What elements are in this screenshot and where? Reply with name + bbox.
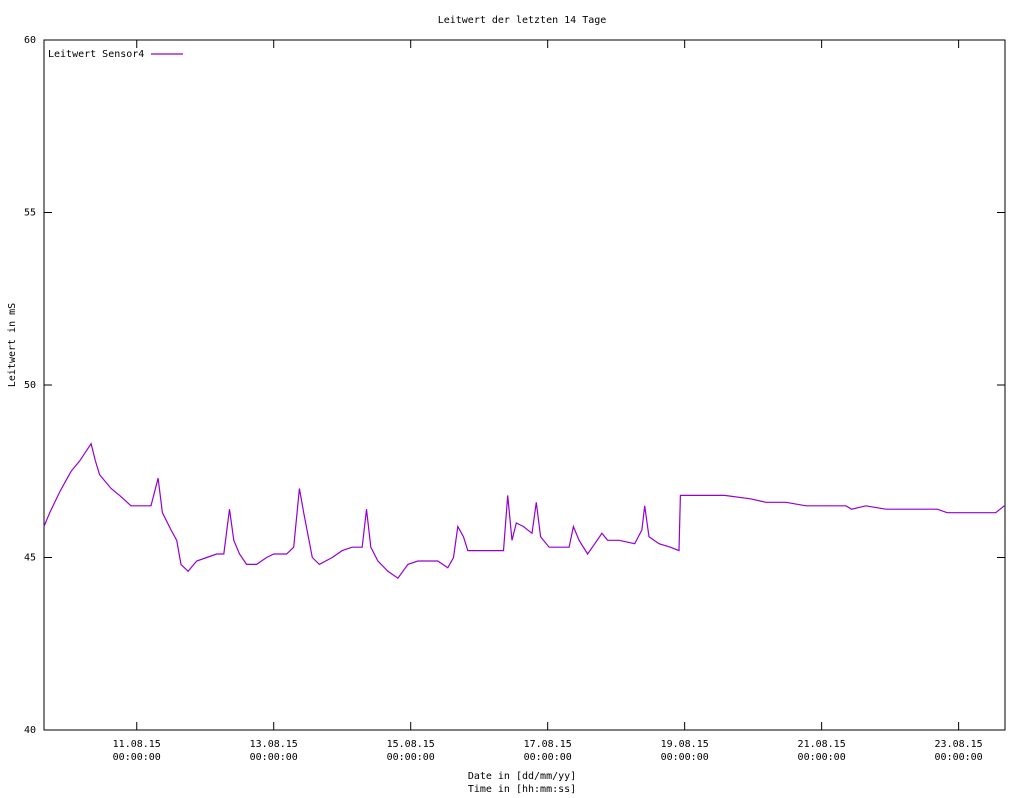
y-tick-label: 60 (24, 35, 36, 46)
x-tick-label: 00:00:00 (524, 752, 572, 763)
legend-label: Leitwert Sensor4 (48, 49, 144, 60)
y-tick-label: 55 (24, 208, 36, 219)
x-tick-label: 00:00:00 (935, 752, 983, 763)
y-tick-label: 40 (24, 725, 36, 736)
x-tick-label: 15.08.15 (387, 739, 435, 750)
x-tick-label: 19.08.15 (661, 739, 709, 750)
data-line (43, 442, 1005, 580)
x-tick-label: 21.08.15 (798, 739, 846, 750)
y-tick-label: 50 (24, 380, 36, 391)
x-tick-label: 00:00:00 (387, 752, 435, 763)
y-axis-label: Leitwert in mS (7, 303, 18, 387)
x-tick-label: 17.08.15 (524, 739, 572, 750)
x-axis-label: Time in [hh:mm:ss] (468, 784, 576, 795)
chart-title: Leitwert der letzten 14 Tage (438, 15, 607, 26)
x-tick-label: 13.08.15 (250, 739, 298, 750)
x-tick-label: 23.08.15 (935, 739, 983, 750)
x-tick-label: 00:00:00 (661, 752, 709, 763)
y-tick-label: 45 (24, 553, 36, 564)
x-axis-label: Date in [dd/mm/yy] (468, 771, 576, 782)
x-tick-label: 00:00:00 (113, 752, 161, 763)
x-tick-label: 00:00:00 (798, 752, 846, 763)
plot-frame (43, 39, 1006, 731)
x-tick-label: 00:00:00 (250, 752, 298, 763)
x-tick-label: 11.08.15 (113, 739, 161, 750)
